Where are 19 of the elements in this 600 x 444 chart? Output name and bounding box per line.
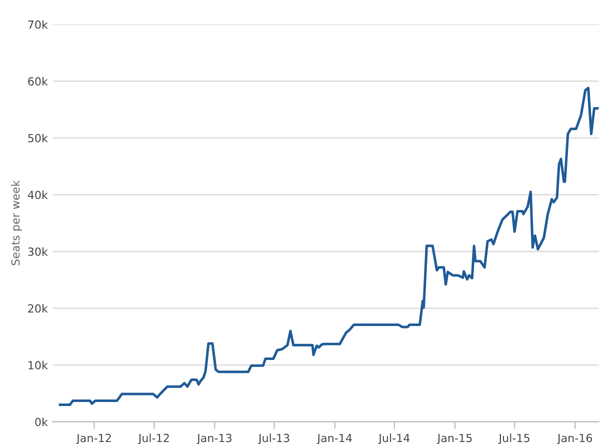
x-tick-label: Jan-12 xyxy=(76,434,111,444)
x-tick-label: Jul-14 xyxy=(378,434,410,444)
x-tick-label: Jan-14 xyxy=(316,434,352,444)
x-tick-label: Jul-12 xyxy=(138,434,169,444)
y-tick-label: 60k xyxy=(28,76,48,86)
x-tick-label: Jul-13 xyxy=(258,434,290,444)
y-axis-title: Seats per week xyxy=(11,180,22,266)
line-series xyxy=(58,86,599,406)
y-tick-label: 30k xyxy=(28,247,48,256)
y-tick-label: 10k xyxy=(28,360,48,370)
x-tick-label: Jan-15 xyxy=(436,434,472,444)
y-tick-label: 70k xyxy=(28,20,48,29)
x-tick-label: Jan-13 xyxy=(196,434,232,444)
y-tick-label: 0k xyxy=(35,418,48,426)
x-tick-label: Jan-16 xyxy=(556,434,592,444)
y-tick-label: 40k xyxy=(28,190,48,200)
x-tick-label: Jul-15 xyxy=(498,434,530,444)
y-tick-label: 50k xyxy=(28,134,48,142)
y-tick-label: 20k xyxy=(28,304,48,313)
